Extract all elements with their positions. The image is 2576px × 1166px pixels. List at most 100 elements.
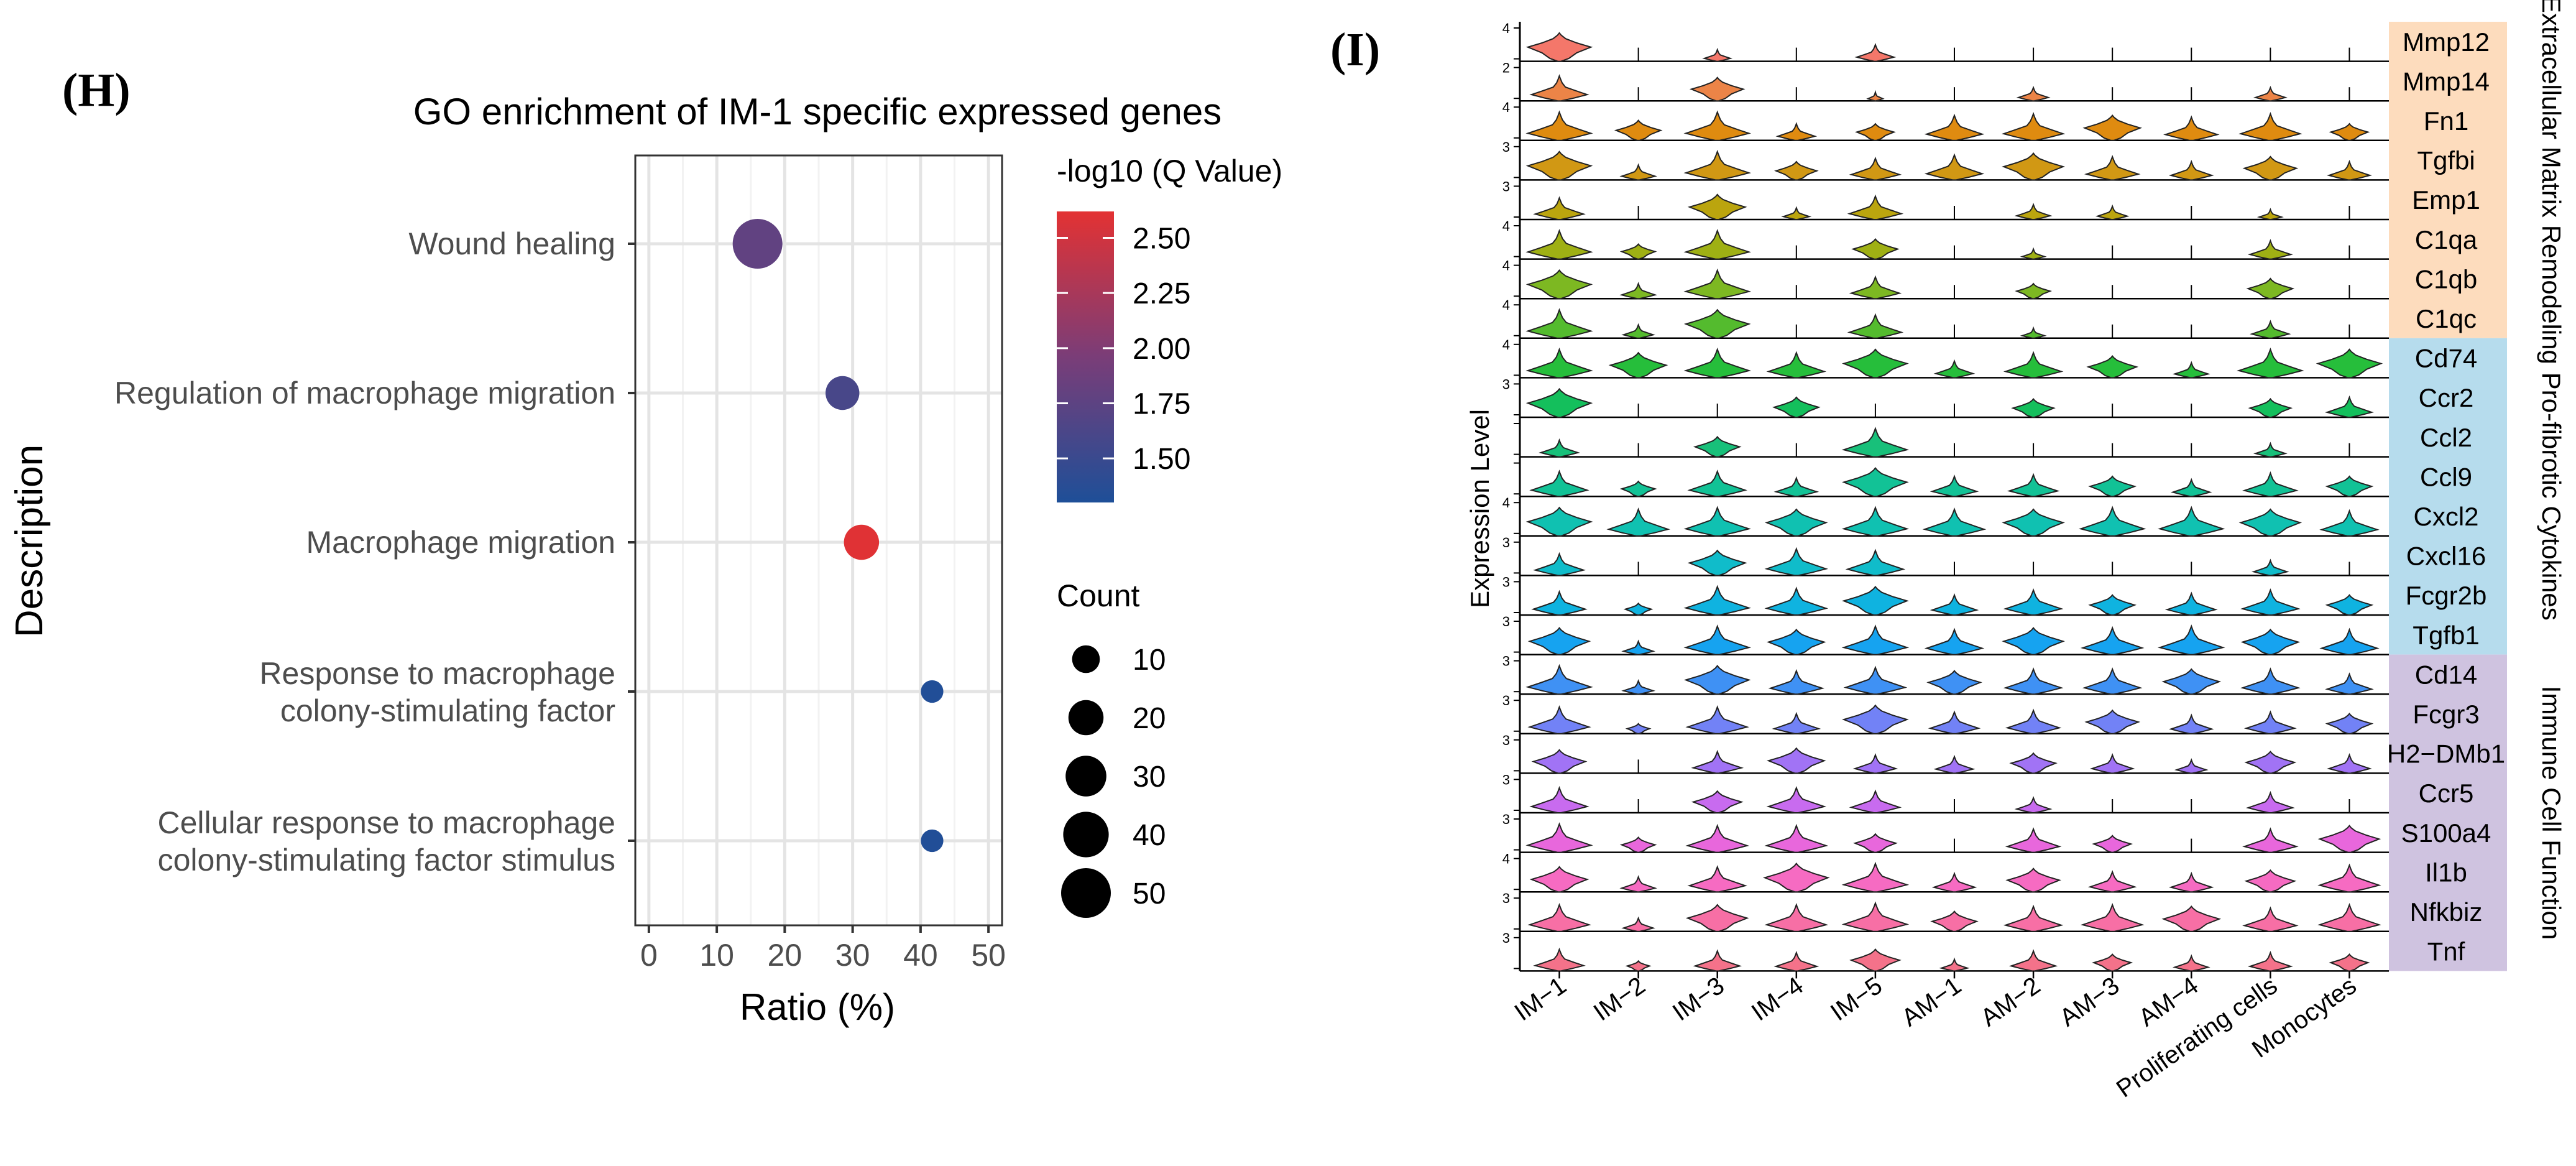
violin <box>2168 159 2214 181</box>
gene-label: Il1b <box>2425 858 2467 887</box>
violin <box>2020 247 2047 260</box>
violin <box>1854 42 1897 62</box>
violin <box>2009 752 2058 774</box>
gene-label: C1qb <box>2415 264 2477 294</box>
violin-row: 4 Cd74 <box>1502 337 2477 379</box>
size-legend-dot <box>1068 700 1104 736</box>
violin <box>2317 825 2381 853</box>
violin <box>1849 275 1902 300</box>
violin <box>2253 442 2288 458</box>
panel-h-label: (H) <box>62 64 131 116</box>
violin <box>1683 308 1751 339</box>
violin <box>1525 229 1593 260</box>
gene-label: Tgfb1 <box>2413 621 2479 650</box>
term-label: Macrophage migration <box>306 525 616 560</box>
violin <box>2007 473 2060 497</box>
violin <box>1533 196 1586 220</box>
color-legend-gradient <box>1057 211 1114 502</box>
violin <box>2014 796 2053 813</box>
violin-row: 3 Ccr5 <box>1502 772 2473 814</box>
gene-group-bands: Extracellular Matrix Remodeling Pro-fibro… <box>2389 0 2566 971</box>
row-ymax-label: 3 <box>1502 930 1510 946</box>
violin <box>2240 628 2301 655</box>
violin <box>1683 347 1752 379</box>
row-ymax-label: 3 <box>1502 891 1510 906</box>
data-point <box>921 829 944 853</box>
violin-row: 3 Emp1 <box>1502 178 2480 221</box>
violin <box>1525 347 1593 379</box>
violin <box>2003 904 2064 932</box>
violin <box>1926 670 1982 695</box>
violin <box>2325 475 2374 497</box>
violin <box>2163 115 2220 141</box>
violin <box>1683 110 1752 141</box>
violin <box>2172 361 2210 379</box>
violin <box>1625 960 1652 972</box>
color-legend: -log10 (Q Value) 2.50 2.25 2.00 1.75 1.50 <box>1057 154 1282 502</box>
violin <box>1762 863 1830 893</box>
gene-label: S100a4 <box>2401 818 2491 848</box>
violin <box>2016 85 2051 102</box>
violin <box>1619 480 1657 497</box>
violin <box>1619 243 1657 260</box>
violin <box>2256 208 2284 220</box>
violin <box>2244 751 2297 774</box>
row-ymax-label: 3 <box>1502 376 1510 392</box>
panel-i-violin-plot: (I) Expression Level Extracellular Matri… <box>1330 0 2566 1103</box>
violin <box>1525 110 1593 141</box>
violin-row: 3 Fcgr3 <box>1502 693 2480 735</box>
violin <box>2003 351 2064 379</box>
data-points <box>732 219 944 853</box>
row-ymax-label: 3 <box>1502 693 1510 708</box>
violin-row: 3 Fcgr2b <box>1502 574 2487 616</box>
x-tick-label: 10 <box>699 938 734 973</box>
violin <box>1693 435 1742 458</box>
violin <box>1687 193 1747 220</box>
row-ymax-label: 3 <box>1502 812 1510 827</box>
size-legend-label: 10 <box>1133 644 1166 677</box>
x-tick-label: 30 <box>835 938 870 973</box>
violin <box>1843 665 1908 695</box>
violin <box>1619 163 1658 181</box>
violin <box>2242 471 2299 497</box>
violin <box>1764 547 1829 576</box>
data-point <box>921 680 944 703</box>
violin-y-axis-label: Expression Level <box>1465 409 1494 608</box>
row-ymax-label: 3 <box>1502 654 1510 669</box>
row-ymax-label: 3 <box>1502 614 1510 629</box>
violin <box>2087 870 2137 893</box>
violin <box>2251 558 2289 576</box>
violin <box>2082 114 2143 141</box>
violin <box>2164 591 2218 616</box>
term-label: colony-stimulating factor stimulus <box>158 843 615 877</box>
size-legend-dot <box>1061 868 1111 918</box>
size-legend-dot <box>1072 645 1100 673</box>
row-ymax-label: 4 <box>1502 337 1510 353</box>
term-label: Response to macrophage <box>259 656 615 691</box>
violin <box>1527 705 1591 734</box>
violin <box>1924 113 1985 141</box>
violin <box>1922 507 1987 537</box>
violin <box>1531 749 1588 774</box>
violin <box>1842 348 1909 379</box>
violin <box>1531 590 1588 616</box>
violin <box>2020 326 2047 339</box>
violin <box>1847 194 1904 220</box>
violin-row: 3 Tgfb1 <box>1502 614 2480 655</box>
violin <box>2240 667 2301 695</box>
violin <box>2325 594 2374 616</box>
violin-row: 3 Ccr2 <box>1502 376 2473 419</box>
gene-label: Fcgr2b <box>2406 581 2487 610</box>
violin <box>1764 508 1828 537</box>
violin <box>1533 552 1586 576</box>
y-axis-label: Description <box>8 445 51 637</box>
violin <box>1525 269 1593 300</box>
color-legend-title: -log10 (Q Value) <box>1057 154 1282 188</box>
violin-row: 3 Tnf <box>1502 930 2465 972</box>
violin <box>2317 903 2381 932</box>
size-legend-dot <box>1063 812 1109 858</box>
size-legend-label: 20 <box>1133 702 1166 735</box>
violin <box>2329 953 2370 972</box>
row-ymax-label: 4 <box>1502 21 1510 36</box>
violin <box>2008 949 2058 972</box>
